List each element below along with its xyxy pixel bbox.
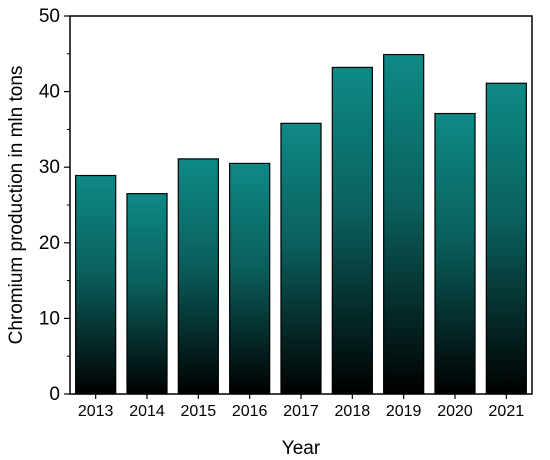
x-tick-label: 2016 xyxy=(232,403,268,420)
y-tick-label: 40 xyxy=(39,82,60,103)
bar-2013 xyxy=(75,174,117,395)
y-tick-label: 50 xyxy=(39,6,60,27)
y-tick-label: 20 xyxy=(39,233,60,254)
x-tick-label: 2015 xyxy=(181,403,217,420)
bar-2018 xyxy=(331,66,373,395)
plot-frame xyxy=(69,15,533,395)
bars-group xyxy=(75,53,527,395)
x-tick-label: 2019 xyxy=(386,403,422,420)
y-tick-label: 10 xyxy=(39,308,60,329)
x-tick-label: 2014 xyxy=(129,403,165,420)
x-tick-label: 2021 xyxy=(489,403,525,420)
x-axis-title: Year xyxy=(282,438,321,459)
bar-2017 xyxy=(280,122,322,395)
x-tick-label: 2020 xyxy=(437,403,473,420)
bar-2019 xyxy=(383,53,425,395)
y-tick-label: 30 xyxy=(39,157,60,178)
x-axis-ticks: 2013 2014 2015 2016 2017 2018 2019 2020 2021 xyxy=(78,394,524,420)
bar-2015 xyxy=(177,158,219,395)
y-axis-title: Chromium production in mln tons xyxy=(6,66,27,345)
bar-2020 xyxy=(434,112,476,395)
y-axis-ticks: 0 10 20 30 40 50 xyxy=(39,6,70,405)
y-tick-label: 0 xyxy=(49,384,60,405)
bar-2014 xyxy=(126,193,168,395)
x-tick-label: 2018 xyxy=(335,403,371,420)
bar-2016 xyxy=(229,162,271,395)
x-tick-label: 2017 xyxy=(283,403,319,420)
bar-2021 xyxy=(485,82,527,395)
x-tick-label: 2013 xyxy=(78,403,114,420)
